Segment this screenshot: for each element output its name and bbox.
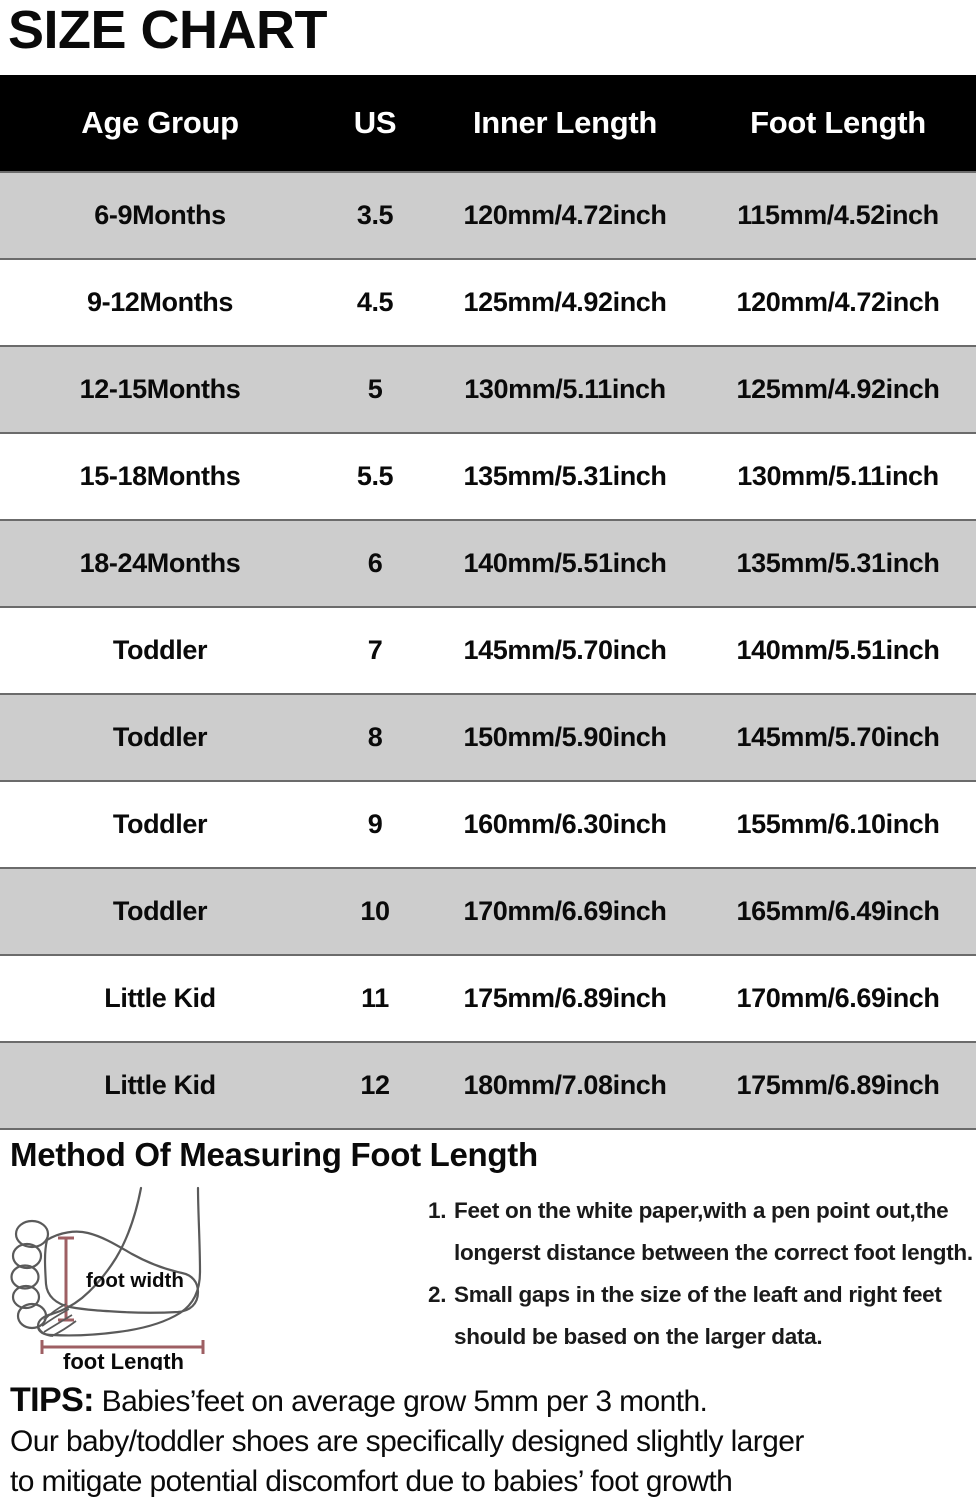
instruction-line: Small gaps in the size of the leaft and … (454, 1282, 942, 1307)
instruction-line: should be based on the larger data. (454, 1324, 823, 1349)
cell-us: 11 (320, 954, 430, 1043)
table-row: Toddler 8 150mm/5.90inch 145mm/5.70inch (0, 693, 976, 782)
foot-width-label: foot width (86, 1269, 184, 1292)
cell-foot-length: 125mm/4.92inch (700, 345, 976, 434)
table-row: Little Kid 11 175mm/6.89inch 170mm/6.69i… (0, 954, 976, 1043)
tips-text: Babies’feet on average grow 5mm per 3 mo… (101, 1385, 708, 1418)
cell-foot-length: 155mm/6.10inch (700, 780, 976, 869)
tips-section: TIPS: Babies’feet on average grow 5mm pe… (10, 1380, 976, 1502)
table-row: 12-15Months 5 130mm/5.11inch 125mm/4.92i… (0, 345, 976, 434)
table-row: Toddler 10 170mm/6.69inch 165mm/6.49inch (0, 867, 976, 956)
tips-text: to mitigate potential discomfort due to … (10, 1465, 733, 1498)
instruction-item-cont: longerst distance between the correct fo… (428, 1232, 976, 1274)
table-row: 6-9Months 3.5 120mm/4.72inch 115mm/4.52i… (0, 171, 976, 260)
cell-age-group: 15-18Months (0, 432, 320, 521)
foot-width-measure-line (58, 1236, 74, 1322)
cell-inner-length: 170mm/6.69inch (430, 867, 700, 956)
cell-inner-length: 160mm/6.30inch (430, 780, 700, 869)
cell-inner-length: 150mm/5.90inch (430, 693, 700, 782)
cell-inner-length: 135mm/5.31inch (430, 432, 700, 521)
table-row: 18-24Months 6 140mm/5.51inch 135mm/5.31i… (0, 519, 976, 608)
column-header-age-group: Age Group (0, 75, 320, 172)
foot-length-label: foot Length (63, 1349, 184, 1370)
column-header-inner-length: Inner Length (430, 75, 700, 172)
cell-inner-length: 175mm/6.89inch (430, 954, 700, 1043)
cell-age-group: 6-9Months (0, 171, 320, 260)
cell-age-group: Little Kid (0, 954, 320, 1043)
cell-age-group: Toddler (0, 780, 320, 869)
cell-us: 5.5 (320, 432, 430, 521)
cell-age-group: Toddler (0, 606, 320, 695)
cell-foot-length: 115mm/4.52inch (700, 171, 976, 260)
cell-foot-length: 135mm/5.31inch (700, 519, 976, 608)
cell-foot-length: 165mm/6.49inch (700, 867, 976, 956)
tips-first-line: TIPS: Babies’feet on average grow 5mm pe… (10, 1380, 976, 1422)
foot-diagrams: foot width foot Length (0, 1180, 430, 1374)
table-row: Toddler 7 145mm/5.70inch 140mm/5.51inch (0, 606, 976, 695)
table-body: 6-9Months 3.5 120mm/4.72inch 115mm/4.52i… (0, 171, 976, 1130)
cell-us: 7 (320, 606, 430, 695)
instruction-line: longerst distance between the correct fo… (454, 1240, 973, 1265)
cell-us: 5 (320, 345, 430, 434)
table-row: Toddler 9 160mm/6.30inch 155mm/6.10inch (0, 780, 976, 869)
cell-age-group: 18-24Months (0, 519, 320, 608)
cell-inner-length: 140mm/5.51inch (430, 519, 700, 608)
cell-inner-length: 125mm/4.92inch (430, 258, 700, 347)
cell-inner-length: 120mm/4.72inch (430, 171, 700, 260)
footprint-top-view-icon (10, 1219, 200, 1330)
tips-label: TIPS: (10, 1381, 95, 1419)
foot-length-measure-line (40, 1340, 205, 1354)
foot-diagram-svg: foot width foot Length (10, 1186, 205, 1374)
cell-us: 10 (320, 867, 430, 956)
table-row: 9-12Months 4.5 125mm/4.92inch 120mm/4.72… (0, 258, 976, 347)
cell-age-group: 9-12Months (0, 258, 320, 347)
table-header-row: Age Group US Inner Length Foot Length (0, 75, 976, 172)
cell-foot-length: 175mm/6.89inch (700, 1041, 976, 1130)
cell-us: 3.5 (320, 171, 430, 260)
tips-text: Our baby/toddler shoes are specifically … (10, 1425, 804, 1458)
column-header-us: US (320, 75, 430, 172)
size-chart-table: Age Group US Inner Length Foot Length 6-… (0, 75, 976, 1130)
cell-foot-length: 120mm/4.72inch (700, 258, 976, 347)
cell-age-group: 12-15Months (0, 345, 320, 434)
instruction-item-cont: should be based on the larger data. (428, 1316, 976, 1358)
table-row: 15-18Months 5.5 135mm/5.31inch 130mm/5.1… (0, 432, 976, 521)
table-row: Little Kid 12 180mm/7.08inch 175mm/6.89i… (0, 1041, 976, 1130)
cell-inner-length: 145mm/5.70inch (430, 606, 700, 695)
column-header-foot-length: Foot Length (700, 75, 976, 172)
cell-us: 9 (320, 780, 430, 869)
cell-inner-length: 130mm/5.11inch (430, 345, 700, 434)
cell-inner-length: 180mm/7.08inch (430, 1041, 700, 1130)
instruction-number: 2. (428, 1282, 447, 1307)
cell-foot-length: 130mm/5.11inch (700, 432, 976, 521)
cell-foot-length: 170mm/6.69inch (700, 954, 976, 1043)
page-title: SIZE CHART (8, 0, 328, 60)
cell-us: 6 (320, 519, 430, 608)
cell-us: 4.5 (320, 258, 430, 347)
cell-foot-length: 145mm/5.70inch (700, 693, 976, 782)
cell-foot-length: 140mm/5.51inch (700, 606, 976, 695)
instruction-item: 1. Feet on the white paper,with a pen poi… (428, 1190, 976, 1232)
foot-side-view-icon (36, 1186, 202, 1337)
measuring-instructions: 1. Feet on the white paper,with a pen poi… (428, 1190, 976, 1358)
instruction-line: Feet on the white paper,with a pen point… (454, 1198, 949, 1223)
instruction-item: 2. Small gaps in the size of the leaft an… (428, 1274, 976, 1316)
cell-us: 8 (320, 693, 430, 782)
cell-us: 12 (320, 1041, 430, 1130)
method-heading: Method Of Measuring Foot Length (10, 1136, 538, 1173)
cell-age-group: Toddler (0, 693, 320, 782)
table-header: Age Group US Inner Length Foot Length (0, 75, 976, 172)
cell-age-group: Toddler (0, 867, 320, 956)
instruction-number: 1. (428, 1198, 447, 1223)
cell-age-group: Little Kid (0, 1041, 320, 1130)
